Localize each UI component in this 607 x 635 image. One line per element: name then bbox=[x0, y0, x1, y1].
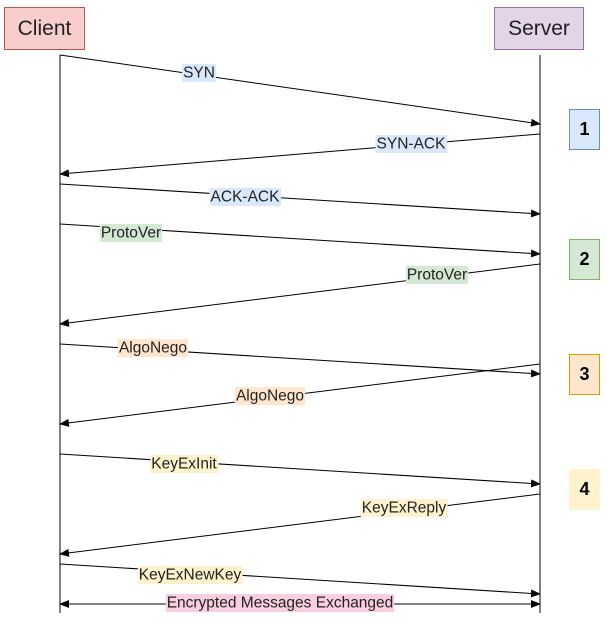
message-arrow bbox=[59, 133, 541, 178]
message-arrow bbox=[59, 563, 541, 598]
message-arrow bbox=[59, 54, 541, 127]
message-label-background bbox=[360, 499, 448, 517]
message-label: AlgoNego bbox=[119, 340, 187, 357]
messages-layer: SYN SYN-ACK ACK-ACK ProtoVer ProtoVer AlgoNeg… bbox=[59, 54, 541, 612]
message-arrow bbox=[59, 183, 541, 218]
message-label-background bbox=[165, 594, 395, 612]
message-label: ProtoVer bbox=[101, 225, 161, 242]
message-2: SYN-ACK bbox=[59, 133, 541, 178]
message-label-background bbox=[99, 224, 163, 242]
message-label: KeyExReply bbox=[362, 500, 447, 517]
client-actor-label: Client bbox=[17, 16, 72, 40]
message-label-background bbox=[234, 387, 306, 405]
message-9: KeyExReply bbox=[59, 493, 541, 557]
message-label: SYN-ACK bbox=[377, 136, 447, 153]
message-label-background bbox=[117, 339, 189, 357]
message-label: ProtoVer bbox=[407, 267, 467, 284]
step-marker-4: 4 bbox=[569, 469, 600, 510]
message-arrow bbox=[59, 493, 541, 557]
step-marker-3: 3 bbox=[569, 354, 600, 395]
message-label: Encrypted Messages Exchanged bbox=[167, 595, 394, 612]
step-number: 4 bbox=[579, 479, 590, 499]
message-label-background bbox=[182, 64, 216, 82]
step-number: 3 bbox=[579, 364, 590, 384]
message-5: ProtoVer bbox=[59, 263, 541, 327]
message-arrow bbox=[59, 453, 541, 488]
message-label-background bbox=[375, 135, 448, 153]
step-marker-2: 2 bbox=[569, 239, 600, 280]
message-7: AlgoNego bbox=[59, 363, 541, 427]
client-actor-box: Client bbox=[4, 7, 85, 50]
step-number: 1 bbox=[579, 119, 590, 139]
message-label-background bbox=[137, 566, 243, 584]
message-11: Encrypted Messages Exchanged bbox=[59, 594, 541, 612]
message-4: ProtoVer bbox=[59, 223, 541, 258]
message-label: KeyExNewKey bbox=[139, 567, 242, 584]
message-label: AlgoNego bbox=[236, 388, 304, 405]
server-actor-label: Server bbox=[508, 16, 570, 40]
message-3: ACK-ACK bbox=[59, 183, 541, 218]
message-label: KeyExInit bbox=[151, 456, 217, 473]
message-10: KeyExNewKey bbox=[59, 563, 541, 598]
message-label-background bbox=[405, 266, 469, 284]
message-label: SYN bbox=[183, 65, 215, 82]
step-marker-1: 1 bbox=[569, 109, 600, 150]
message-6: AlgoNego bbox=[59, 339, 541, 378]
message-8: KeyExInit bbox=[59, 453, 541, 488]
message-label-background bbox=[209, 188, 282, 206]
server-actor-box: Server bbox=[494, 7, 584, 50]
message-label: ACK-ACK bbox=[211, 189, 281, 206]
step-number: 2 bbox=[579, 249, 590, 269]
message-label-background bbox=[150, 455, 219, 473]
message-1: SYN bbox=[59, 54, 541, 127]
